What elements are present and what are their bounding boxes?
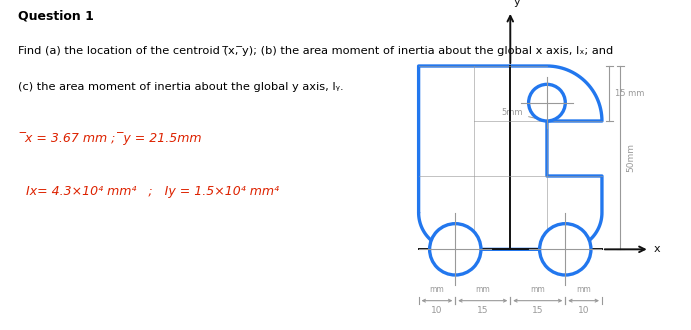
Text: Find (a) the location of the centroid (̅x, ̅y); (b) the area moment of inertia a: Find (a) the location of the centroid (̅… <box>18 46 614 56</box>
Text: Ix= 4.3×10⁴ mm⁴   ;   Iy = 1.5×10⁴ mm⁴: Ix= 4.3×10⁴ mm⁴ ; Iy = 1.5×10⁴ mm⁴ <box>26 185 278 198</box>
Text: mm: mm <box>576 285 591 294</box>
Text: 15: 15 <box>532 306 544 315</box>
Text: 5mm: 5mm <box>502 108 543 121</box>
Text: mm: mm <box>430 285 444 294</box>
Circle shape <box>529 84 565 121</box>
Circle shape <box>540 224 591 275</box>
Text: (c) the area moment of inertia about the global y axis, Iᵧ.: (c) the area moment of inertia about the… <box>18 82 343 92</box>
Text: Question 1: Question 1 <box>18 10 94 23</box>
Text: ̅x = 3.67 mm ;  ̅y = 21.5mm: ̅x = 3.67 mm ; ̅y = 21.5mm <box>26 132 202 145</box>
Text: y: y <box>514 0 520 7</box>
Text: 15 mm: 15 mm <box>615 89 644 98</box>
Text: 50mm: 50mm <box>626 143 635 172</box>
Polygon shape <box>419 66 602 249</box>
Text: 15: 15 <box>477 306 489 315</box>
Text: x: x <box>653 244 660 254</box>
Text: 10: 10 <box>431 306 443 315</box>
Text: 10: 10 <box>578 306 589 315</box>
Circle shape <box>430 224 481 275</box>
Text: mm: mm <box>475 285 490 294</box>
Text: mm: mm <box>531 285 545 294</box>
